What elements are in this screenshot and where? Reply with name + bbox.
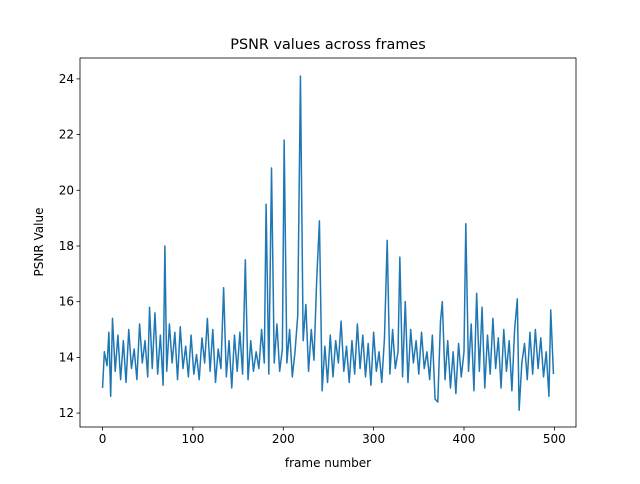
data-line — [101, 75, 555, 412]
y-tick-label: 16 — [59, 295, 74, 309]
y-axis-label: PSNR Value — [32, 208, 46, 277]
x-tick-label: 200 — [272, 432, 295, 446]
y-tick-label: 22 — [59, 128, 74, 142]
x-tick-label: 300 — [362, 432, 385, 446]
y-tick-label: 18 — [59, 239, 74, 253]
x-tick-label: 100 — [181, 432, 204, 446]
plot-frame — [79, 57, 577, 428]
y-tick-label: 14 — [59, 350, 74, 364]
chart-title: PSNR values across frames — [230, 37, 425, 53]
x-axis-label: frame number — [285, 456, 371, 470]
y-tick-label: 20 — [59, 183, 74, 197]
y-tick-label: 12 — [59, 406, 74, 420]
x-tick-label: 0 — [99, 432, 107, 446]
x-tick-label: 500 — [543, 432, 566, 446]
y-tick-label: 24 — [59, 72, 74, 86]
x-tick-label: 400 — [453, 432, 476, 446]
